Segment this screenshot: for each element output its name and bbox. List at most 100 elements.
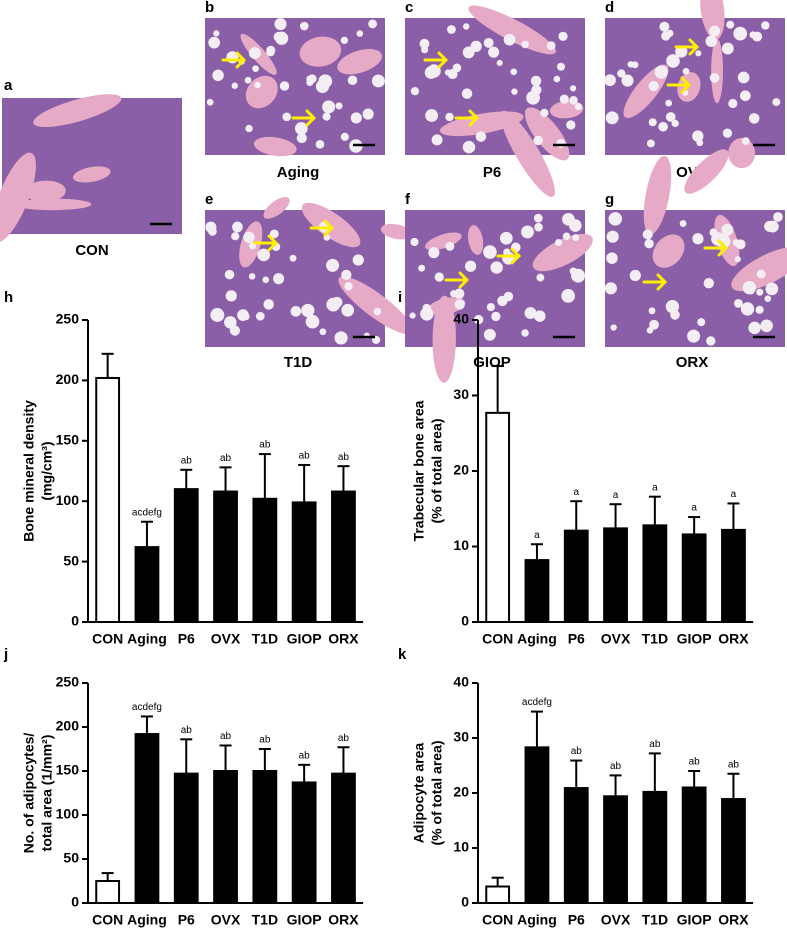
adipocyte [279, 81, 290, 91]
adipocyte [356, 30, 364, 37]
bar [563, 787, 589, 904]
adipocyte [764, 295, 772, 302]
histology-image [0, 94, 182, 243]
adipocyte [574, 103, 582, 111]
trabecula [643, 155, 672, 235]
panel-letter: j [3, 646, 8, 663]
arrow [642, 273, 668, 291]
arrow [674, 38, 700, 56]
y-tick-label: 0 [461, 894, 469, 910]
trabecula [33, 94, 122, 128]
adipocyte [741, 137, 750, 146]
adipocyte [454, 299, 465, 310]
adipocyte [533, 213, 543, 223]
x-tick-label: T1D [252, 912, 278, 928]
bar-annotation: ab [181, 725, 193, 736]
adipocyte [473, 314, 484, 325]
x-tick-label: Aging [517, 631, 557, 647]
adipocyte [749, 31, 757, 39]
adipocyte [231, 82, 238, 89]
adipocyte [340, 132, 349, 141]
adipocyte [486, 302, 495, 312]
bar [721, 798, 746, 904]
adipocyte [608, 212, 623, 226]
adipocyte [296, 132, 307, 144]
adipocyte [728, 98, 738, 109]
y-tick-label: 50 [63, 552, 79, 568]
adipocyte [666, 54, 680, 68]
panel-letter: h [4, 289, 13, 306]
adipocyte [722, 128, 733, 138]
bar [642, 790, 668, 905]
adipocyte [315, 140, 325, 149]
adipocyte [454, 288, 465, 299]
adipocyte [421, 46, 429, 54]
adipocyte [703, 278, 715, 289]
bar-annotation: a [731, 489, 737, 500]
adipocyte [225, 290, 237, 302]
histology-image [205, 18, 385, 157]
panel-letter: k [398, 646, 407, 663]
adipocyte [604, 74, 616, 87]
bar [485, 411, 511, 623]
adipocyte [434, 272, 444, 282]
x-tick-label: CON [92, 631, 123, 647]
arrow [444, 271, 470, 289]
adipocyte [756, 288, 764, 296]
adipocyte [571, 268, 585, 283]
bar [173, 772, 199, 905]
trabecula [467, 225, 484, 255]
bar [563, 529, 589, 624]
x-tick-label: P6 [568, 631, 585, 647]
adipocyte [621, 74, 634, 87]
adipocyte [499, 231, 513, 245]
adipocyte [671, 119, 679, 128]
adipocyte [490, 261, 503, 274]
bar [681, 786, 707, 904]
adipocyte [705, 35, 717, 47]
adipocyte [373, 307, 382, 316]
x-tick-label: GIOP [287, 912, 322, 928]
bar-annotation: a [613, 490, 619, 501]
bar-annotation: ab [338, 452, 350, 463]
adipocyte [410, 237, 419, 247]
x-tick-label: CON [482, 631, 513, 647]
adipocyte [244, 76, 252, 84]
adipocyte [648, 80, 659, 92]
adipocyte [765, 282, 779, 296]
adipocyte [262, 276, 270, 284]
adipocyte [534, 222, 543, 232]
bar-annotation: ab [299, 750, 311, 761]
adipocyte [659, 21, 670, 32]
adipocyte [255, 311, 265, 321]
bar-annotation: acdefg [132, 702, 162, 713]
y-tick-label: 50 [63, 850, 79, 866]
trabecula [532, 233, 593, 272]
x-tick-label: CON [482, 912, 513, 928]
adipocyte [231, 232, 240, 241]
adipocyte [773, 212, 783, 222]
y-tick-label: 0 [461, 613, 469, 629]
histology-image [405, 210, 593, 383]
bar [603, 795, 628, 904]
bar [603, 527, 628, 624]
adipocyte [524, 307, 537, 319]
y-axis-label: Adipocyte area [411, 743, 427, 844]
adipocyte [559, 94, 569, 104]
adipocyte [682, 67, 690, 75]
y-tick-label: 0 [71, 613, 79, 629]
adipocyte [709, 25, 721, 37]
adipocyte [452, 63, 462, 73]
adipocyte [521, 329, 529, 337]
adipocyte [648, 118, 657, 127]
x-tick-label: ORX [718, 912, 749, 928]
trabecula [439, 111, 524, 137]
bar-annotation: ab [338, 733, 350, 744]
adipocyte [709, 72, 720, 83]
adipocyte [658, 121, 668, 132]
bar [134, 546, 160, 623]
adipocyte [213, 30, 220, 37]
adipocyte [254, 81, 261, 89]
adipocyte [531, 84, 542, 96]
